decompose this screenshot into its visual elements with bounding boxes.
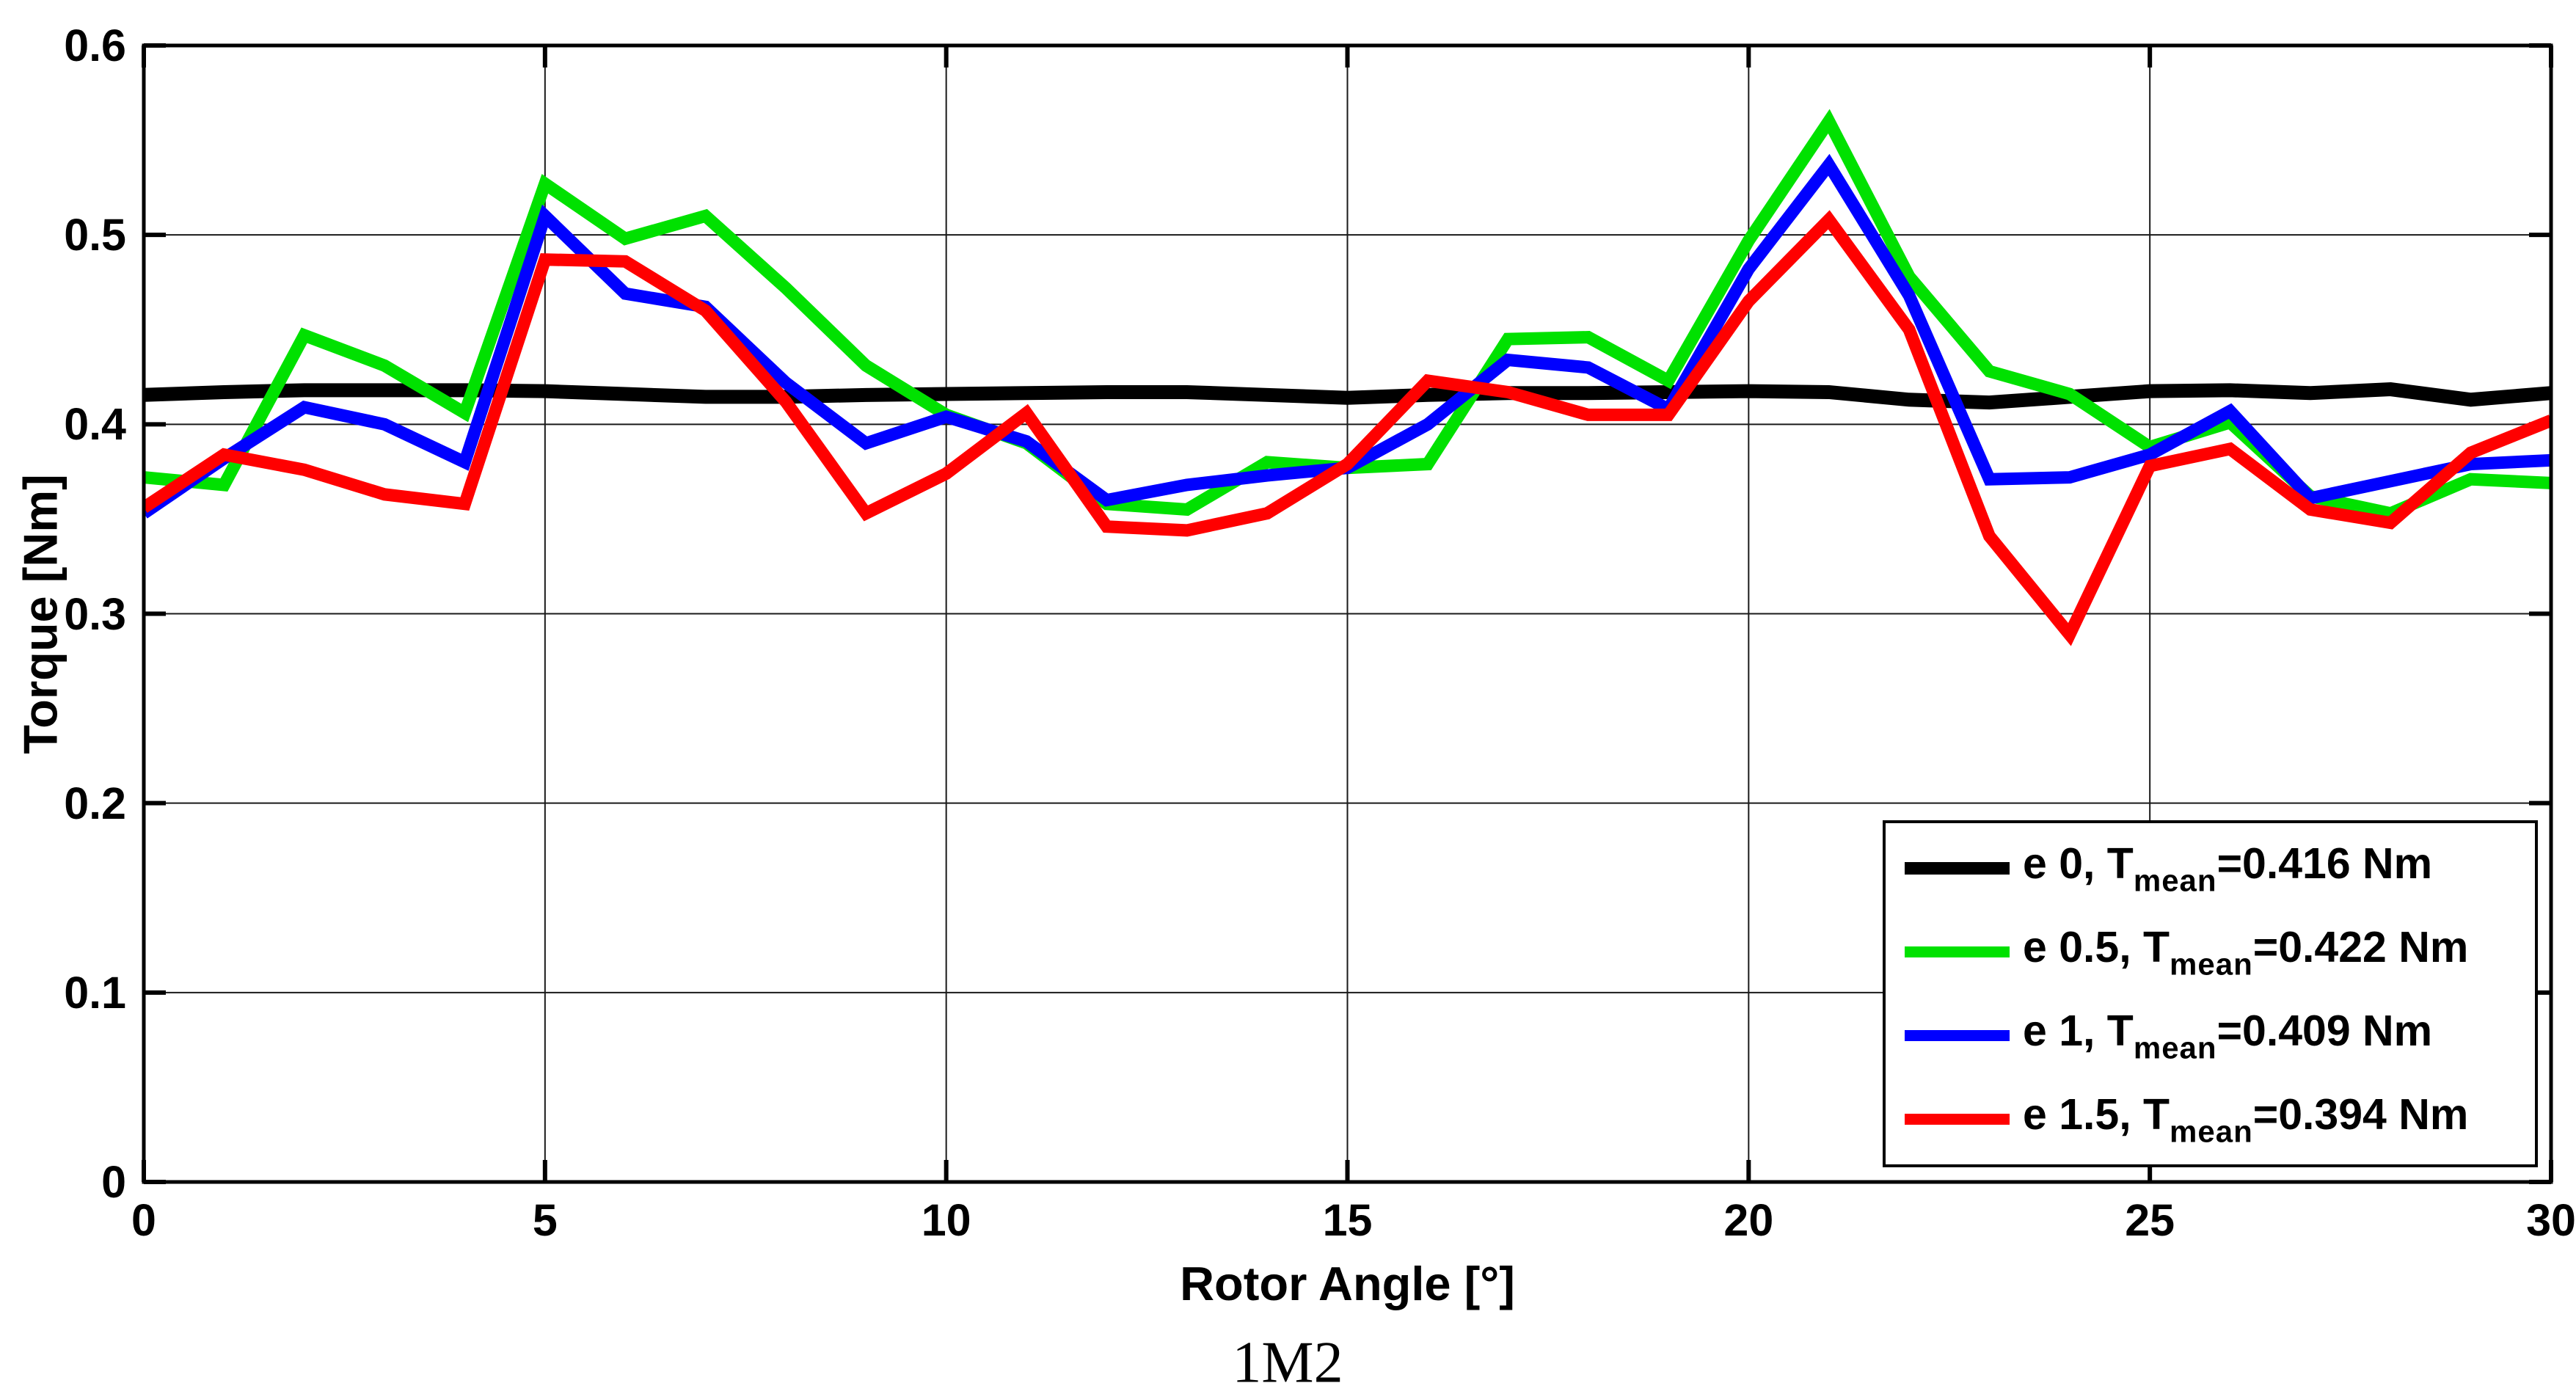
legend-label: e 1.5, Tmean=0.394 Nm [2023,1090,2469,1149]
axes-box [142,43,2553,1184]
y-axis-label: Torque [Nm] [13,473,67,754]
y-tick-label-0.5: 0.5 [64,210,126,260]
x-axis-label: Rotor Angle [°] [1180,1257,1515,1310]
series-lines [144,109,2551,646]
grid-lines [144,45,2551,1182]
legend-line-swatch [1905,1114,2010,1125]
y-tick-label-0.4: 0.4 [64,399,126,450]
legend-label: e 0, Tmean=0.416 Nm [2023,839,2433,898]
x-tick-label-20: 20 [1723,1195,1774,1245]
x-tick-label-5: 5 [532,1195,558,1245]
series-line-e-1-5 [144,210,2551,646]
legend-label: e 1, Tmean=0.409 Nm [2023,1006,2433,1065]
y-tick-label-0: 0 [101,1157,126,1207]
series-line-e-0 [144,382,2551,410]
legend-line-swatch [1905,862,2010,875]
x-tick-label-15: 15 [1322,1195,1373,1245]
y-tick-label-0.3: 0.3 [64,588,126,639]
legend-line-swatch [1905,946,2010,957]
x-tick-label-30: 30 [2526,1195,2576,1245]
legend-row-3: e 1.5, Tmean=0.394 Nm [1886,1078,2535,1161]
legend-row-2: e 1, Tmean=0.409 Nm [1886,994,2535,1078]
legend-line-swatch [1905,1030,2010,1041]
x-tick-label-25: 25 [2125,1195,2175,1245]
y-tick-label-0.6: 0.6 [64,21,126,70]
legend-label: e 0.5, Tmean=0.422 Nm [2023,922,2469,982]
y-tick-label-0.1: 0.1 [64,967,126,1018]
figure-caption: 1M2 [1232,1330,1343,1394]
legend-box: e 0, Tmean=0.416 Nm e 0.5, Tmean=0.422 Nm… [1883,820,2538,1167]
legend-row-0: e 0, Tmean=0.416 Nm [1886,827,2535,911]
y-tick-label-0.2: 0.2 [64,778,126,828]
x-tick-label-10: 10 [921,1195,971,1245]
legend-row-1: e 0.5, Tmean=0.422 Nm [1886,911,2535,994]
x-tick-label-0: 0 [131,1195,156,1245]
